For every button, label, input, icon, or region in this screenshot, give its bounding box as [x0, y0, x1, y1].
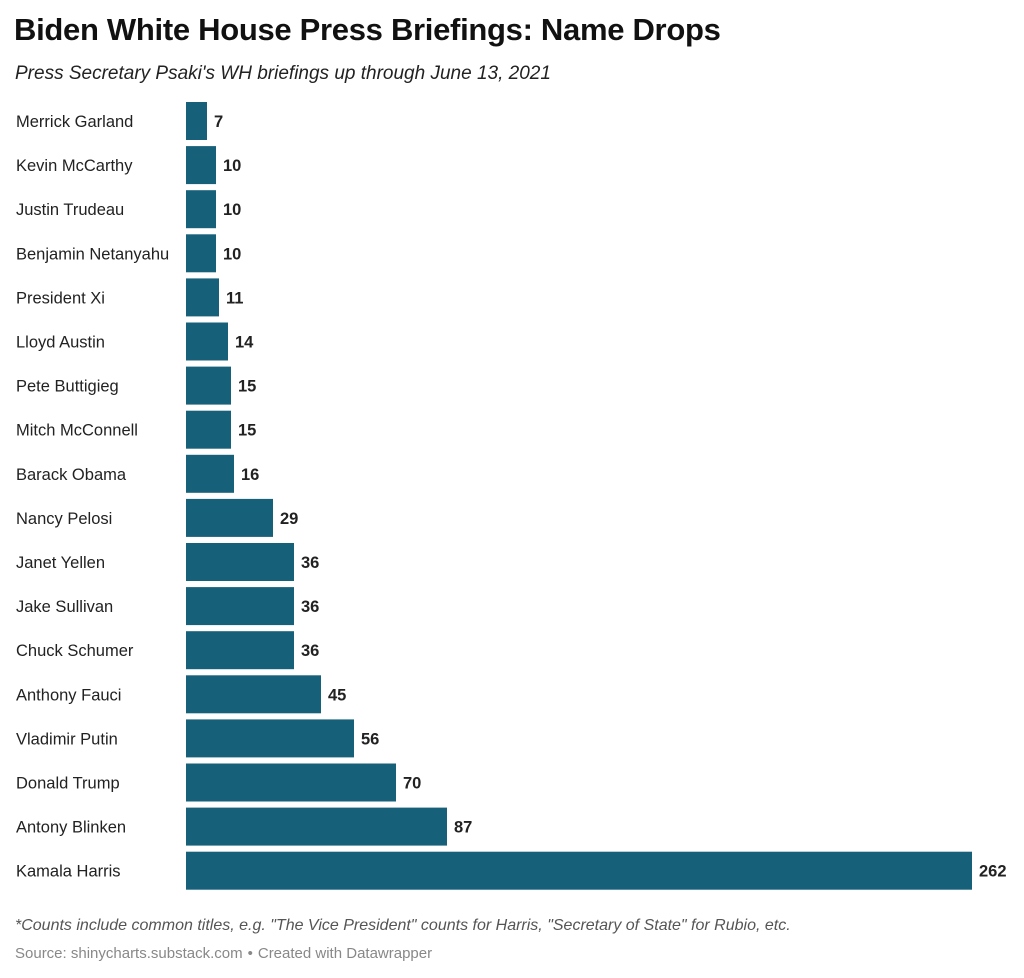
category-label: Antony Blinken [16, 819, 126, 837]
chart-subtitle: Press Secretary Psaki's WH briefings up … [15, 63, 551, 84]
value-label: 11 [226, 289, 243, 307]
chart-title: Biden White House Press Briefings: Name … [14, 12, 721, 47]
bar [186, 675, 321, 714]
value-label: 45 [328, 686, 346, 704]
bar [186, 366, 231, 405]
credit-text: Created with Datawrapper [257, 945, 433, 962]
bar [186, 234, 216, 273]
chart-footnote: *Counts include common titles, e.g. "The… [15, 917, 791, 934]
bar [186, 146, 216, 185]
value-label: 36 [301, 642, 319, 660]
value-label: 10 [223, 245, 241, 263]
source-line: Source: shinycharts.substack.com • Created… [15, 945, 432, 962]
bar [186, 631, 294, 670]
bar-chart: Merrick Garland 7 Kevin McCarthy 10 Justin T… [16, 102, 1007, 890]
category-label: Benjamin Netanyahu [16, 245, 169, 263]
value-label: 70 [403, 775, 421, 793]
category-label: Chuck Schumer [16, 642, 134, 660]
value-label: 16 [241, 466, 259, 484]
value-label: 56 [361, 730, 379, 748]
bar [186, 587, 294, 626]
bar [186, 410, 231, 449]
category-label: Vladimir Putin [16, 730, 118, 748]
value-label: 15 [238, 378, 256, 396]
bar [186, 190, 216, 229]
bar [186, 454, 234, 493]
bar [186, 102, 207, 140]
category-label: Jake Sullivan [16, 598, 113, 616]
value-label: 10 [223, 201, 241, 219]
category-label: Justin Trudeau [16, 201, 124, 219]
value-label: 36 [301, 598, 319, 616]
bar [186, 807, 447, 846]
bar [186, 719, 354, 758]
value-label: 7 [214, 113, 223, 131]
bar [186, 278, 219, 317]
source-separator: • [247, 945, 253, 962]
category-label: Lloyd Austin [16, 334, 105, 352]
category-label: Nancy Pelosi [16, 510, 112, 528]
category-label: Kevin McCarthy [16, 157, 133, 175]
value-label: 262 [979, 863, 1007, 881]
category-label: Barack Obama [16, 466, 127, 484]
source-text: Source: shinycharts.substack.com [15, 945, 243, 962]
bar [186, 543, 294, 581]
category-label: Mitch McConnell [16, 422, 138, 440]
bar [186, 322, 228, 361]
category-label: Pete Buttigieg [16, 378, 119, 396]
value-label: 10 [223, 157, 241, 175]
category-label: Merrick Garland [16, 113, 133, 131]
value-label: 29 [280, 510, 298, 528]
value-label: 15 [238, 422, 256, 440]
category-label: Anthony Fauci [16, 686, 121, 704]
category-label: Kamala Harris [16, 863, 121, 881]
category-label: Donald Trump [16, 775, 120, 793]
bar [186, 498, 273, 537]
bar [186, 851, 972, 890]
value-label: 36 [301, 554, 319, 572]
value-label: 87 [454, 819, 472, 837]
category-label: Janet Yellen [16, 554, 105, 572]
value-label: 14 [235, 334, 254, 352]
bar [186, 763, 396, 802]
category-label: President Xi [16, 289, 105, 307]
